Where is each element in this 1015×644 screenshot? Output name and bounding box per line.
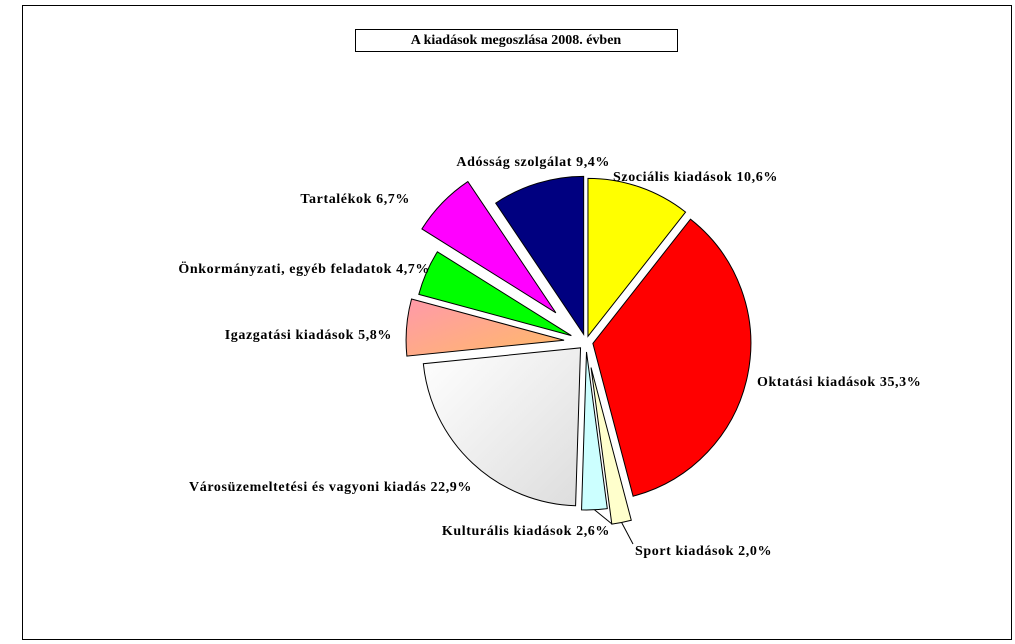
slice-label: Oktatási kiadások 35,3% xyxy=(757,375,921,390)
slice-value: 6,7% xyxy=(376,192,410,207)
slice-label: Városüzemeltetési és vagyoni kiadás 22,9… xyxy=(189,480,472,495)
pie-slice xyxy=(405,298,565,357)
slice-label: Igazgatási kiadások 5,8% xyxy=(225,328,392,343)
slice-name: Városüzemeltetési és vagyoni kiadás xyxy=(189,480,426,495)
slice-name: Adósság szolgálat xyxy=(456,155,572,170)
slice-value: 2,0% xyxy=(738,544,772,559)
slice-value: 4,7% xyxy=(396,262,430,277)
slice-name: Tartalékok xyxy=(300,192,372,207)
slice-label: Kulturális kiadások 2,6% xyxy=(442,524,610,539)
slice-name: Önkormányzati, egyéb feladatok xyxy=(178,260,392,277)
slice-label: Sport kiadások 2,0% xyxy=(635,544,772,559)
slice-value: 35,3% xyxy=(880,375,922,390)
slice-name: Szociális kiadások xyxy=(613,170,732,185)
slice-value: 10,6% xyxy=(736,170,778,185)
chart-frame xyxy=(22,5,1012,640)
pie-slice xyxy=(592,218,752,497)
slice-value: 22,9% xyxy=(431,480,473,495)
pie-slice xyxy=(494,175,585,336)
leader-line xyxy=(621,522,634,545)
slice-label: Önkormányzati, egyéb feladatok 4,7% xyxy=(178,260,430,277)
pie-slice xyxy=(418,251,572,337)
slice-label: Adósság szolgálat 9,4% xyxy=(456,155,610,170)
leader-line xyxy=(594,509,613,525)
slice-label: Szociális kiadások 10,6% xyxy=(613,170,778,185)
slice-name: Sport kiadások xyxy=(635,544,734,559)
pie-slice xyxy=(587,177,687,338)
title-box xyxy=(355,29,678,52)
slice-name: Igazgatási kiadások xyxy=(225,328,354,343)
slice-value: 5,8% xyxy=(358,328,392,343)
slice-value: 2,6% xyxy=(576,524,610,539)
slice-label: Tartalékok 6,7% xyxy=(300,192,410,207)
pie-slice xyxy=(421,180,557,314)
chart-title: A kiadások megoszlása 2008. évben xyxy=(411,33,622,48)
slice-name: Kulturális kiadások xyxy=(442,524,572,539)
slice-name: Oktatási kiadások xyxy=(757,375,876,390)
pie-slice xyxy=(422,347,582,507)
slice-value: 9,4% xyxy=(576,155,610,170)
